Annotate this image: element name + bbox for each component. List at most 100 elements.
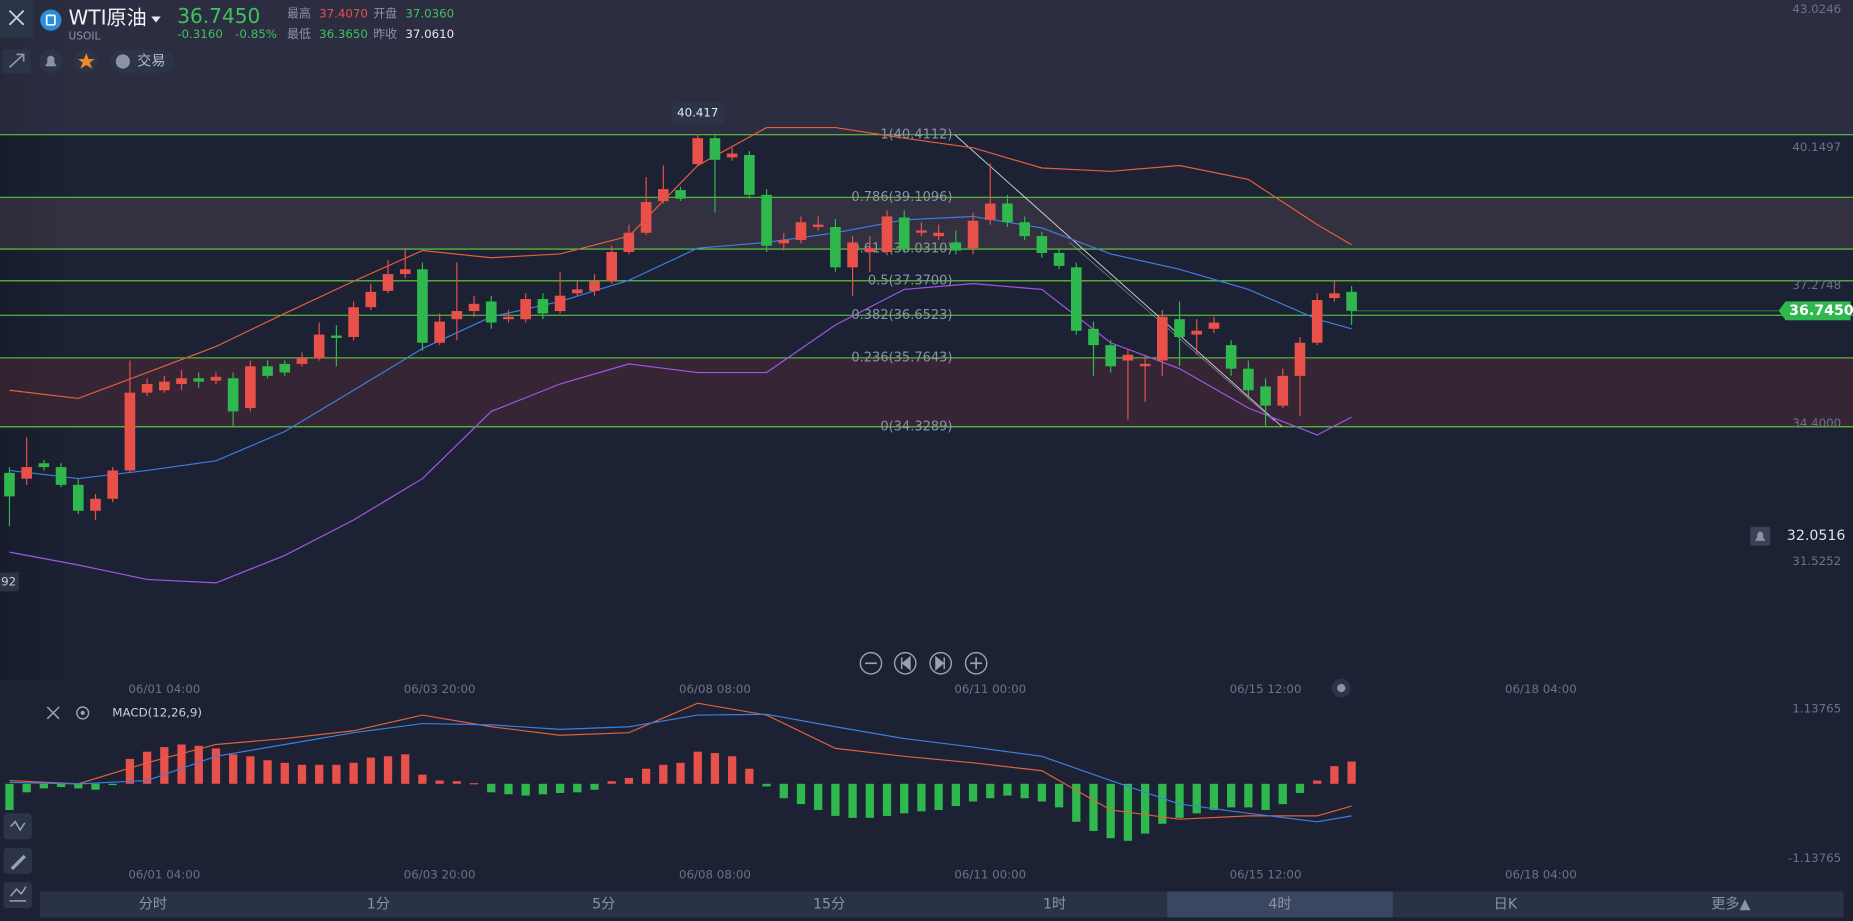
tab[interactable]: 1分 (367, 896, 390, 912)
macd-bar (487, 783, 496, 793)
macd-bar (1313, 780, 1322, 784)
x-tick-label: 06/11 00:00 (954, 867, 1026, 881)
alert-label: 32.0516 (1787, 528, 1846, 544)
macd-bar (1227, 783, 1236, 808)
last-price: 36.7450 (177, 4, 260, 28)
candle-body (520, 299, 531, 320)
tab-selected (1167, 891, 1393, 918)
stat-label: 最高 (287, 7, 311, 21)
tab[interactable]: 4时 (1268, 896, 1291, 912)
macd-settings[interactable] (76, 706, 90, 720)
macd-bar (1020, 783, 1029, 799)
candle-body (830, 227, 841, 268)
candle-body (1088, 328, 1099, 346)
candle-body (55, 467, 67, 485)
timeframe-tabs: 分时 1分 5分 15分 1时 4时 日K 更多▲ (40, 891, 1844, 918)
zoom-in[interactable] (964, 651, 988, 675)
zoom-out[interactable] (859, 651, 883, 675)
tab[interactable]: 15分 (813, 896, 845, 912)
macd-close[interactable] (46, 706, 60, 720)
macd-bar (108, 783, 117, 786)
candle-body (107, 470, 119, 499)
candle-body (950, 242, 962, 251)
tool-icon (8, 53, 25, 69)
step-back[interactable] (893, 651, 917, 675)
candle-body (1019, 222, 1030, 237)
candle-body (1243, 368, 1254, 391)
macd-line (9, 713, 1352, 823)
macd-bar (779, 783, 788, 799)
dropdown-icon[interactable] (151, 16, 161, 23)
alert-bell (1754, 531, 1766, 541)
candle-body (313, 334, 325, 359)
step-back-icon (900, 655, 911, 671)
macd-bar (641, 768, 651, 784)
tab[interactable]: 1时 (1043, 896, 1066, 912)
candle-body (1346, 291, 1357, 311)
fib-zone (0, 357, 1853, 427)
macd-bar (1330, 766, 1339, 784)
macd-bar (349, 762, 358, 784)
trade-icon (115, 54, 130, 69)
macd-bar (194, 745, 203, 784)
candle-body (589, 281, 600, 291)
candle-body (623, 232, 635, 252)
stat-value: 36.3650 (319, 27, 368, 41)
fib-zone (0, 197, 1853, 250)
peak-tag (671, 102, 724, 124)
macd-settings-dot (80, 710, 85, 716)
tab[interactable]: 5分 (592, 896, 615, 912)
tab[interactable]: 分时 (139, 896, 167, 912)
candle-body (279, 363, 291, 373)
macd-bar (91, 783, 100, 790)
macd-bar (1347, 761, 1356, 784)
macd-bar (762, 783, 771, 787)
band-line (9, 283, 1352, 584)
macd-bar (1158, 783, 1167, 824)
macd-bar (1192, 783, 1201, 814)
trend-line (954, 134, 1283, 428)
stat-value: 37.4070 (319, 7, 368, 21)
macd-bar (1037, 783, 1047, 802)
tool-line-icon (9, 886, 27, 902)
macd-bar (177, 744, 186, 784)
tab-bar (40, 891, 1844, 918)
candle-body (227, 378, 239, 412)
macd-bar (659, 764, 668, 784)
candle-body (864, 248, 876, 252)
macd-header: MACD(12,26,9) (46, 705, 202, 720)
stats: 最高 37.4070 开盘 37.0360 最低 36.3650 昨收 37.0610 (287, 7, 454, 41)
candle-body (296, 358, 308, 364)
trade-label: 交易 (137, 52, 165, 69)
candle-body (692, 138, 704, 165)
macd-panel (5, 702, 1356, 841)
candle-body (503, 316, 514, 320)
trend-line (1069, 242, 1275, 422)
macd-bar (521, 783, 530, 796)
candle-body (1311, 300, 1323, 343)
tab[interactable]: 更多▲ (1711, 895, 1750, 912)
macd-bar (590, 783, 599, 790)
macd-bar (573, 783, 582, 793)
macd-bar (418, 774, 427, 784)
tab[interactable]: 日K (1494, 896, 1518, 912)
y-tick-label: 40.1497 (1792, 140, 1841, 154)
candle-body (571, 289, 583, 294)
y-tick-label: 37.2748 (1792, 278, 1841, 292)
tool-line[interactable] (3, 881, 32, 908)
axes: 43.0246 40.1497 37.2748 34.4000 31.5252 1.137… (128, 2, 1841, 882)
macd-bar (693, 751, 702, 784)
symbol-code: USOIL (69, 30, 101, 43)
x-tick-label: 06/08 08:00 (679, 867, 751, 881)
bell-icon (44, 55, 57, 67)
candle-body (1002, 203, 1013, 223)
candle-body (21, 467, 32, 479)
macd-bar (624, 777, 634, 784)
candle-body (1053, 252, 1065, 266)
candle-body (933, 232, 944, 237)
change: -0.3160 (177, 27, 223, 41)
symbol-name[interactable]: WTI原油 (69, 5, 147, 29)
step-forward[interactable] (929, 651, 953, 675)
